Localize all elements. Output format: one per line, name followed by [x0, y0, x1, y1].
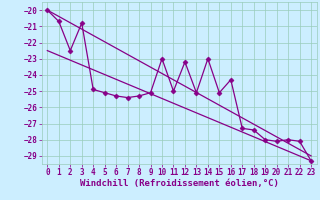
X-axis label: Windchill (Refroidissement éolien,°C): Windchill (Refroidissement éolien,°C): [80, 179, 279, 188]
